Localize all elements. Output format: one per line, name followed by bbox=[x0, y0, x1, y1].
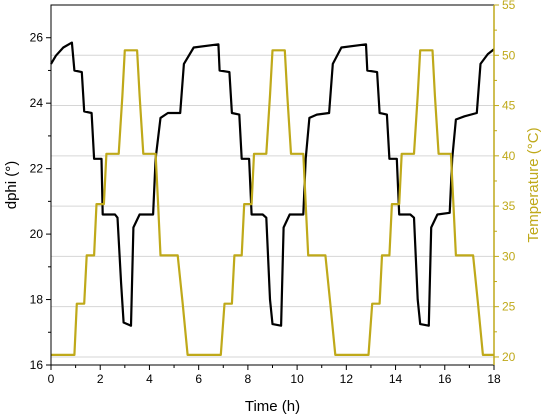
x-tick-label: 2 bbox=[97, 372, 104, 386]
right-y-tick-label: 35 bbox=[502, 199, 516, 213]
left-y-axis-label: dphi (°) bbox=[3, 161, 20, 210]
right-y-tick-label: 20 bbox=[502, 350, 516, 364]
x-axis-label: Time (h) bbox=[245, 398, 300, 415]
left-y-tick-label: 18 bbox=[30, 293, 44, 307]
series-layer bbox=[50, 41, 495, 356]
right-y-tick-label: 50 bbox=[502, 48, 516, 62]
x-tick-label: 16 bbox=[438, 372, 452, 386]
y-axis-left: 16 18 20 22 24 26 bbox=[30, 31, 51, 372]
dphi-series-line bbox=[50, 41, 495, 327]
x-tick-label: 12 bbox=[340, 372, 354, 386]
right-y-tick-label: 45 bbox=[502, 99, 516, 113]
left-y-tick-label: 26 bbox=[30, 31, 44, 45]
temperature-series-line bbox=[51, 49, 494, 356]
left-y-tick-label: 20 bbox=[30, 227, 44, 241]
x-axis: 0 2 4 6 8 10 12 14 16 18 bbox=[48, 365, 501, 386]
x-tick-label: 18 bbox=[487, 372, 501, 386]
y-axis-right: 20 25 30 35 40 45 50 55 bbox=[493, 0, 516, 365]
right-y-tick-label: 55 bbox=[502, 0, 516, 12]
left-y-tick-label: 24 bbox=[30, 96, 44, 110]
right-y-tick-label: 40 bbox=[502, 149, 516, 163]
x-tick-label: 10 bbox=[290, 372, 304, 386]
x-tick-label: 4 bbox=[146, 372, 153, 386]
x-tick-label: 6 bbox=[195, 372, 202, 386]
left-y-tick-label: 16 bbox=[30, 358, 44, 372]
right-y-tick-label: 30 bbox=[502, 249, 516, 263]
x-tick-label: 8 bbox=[245, 372, 252, 386]
x-tick-label: 14 bbox=[389, 372, 403, 386]
right-y-tick-label: 25 bbox=[502, 300, 516, 314]
grid-lines bbox=[51, 54, 494, 358]
left-y-tick-label: 22 bbox=[30, 162, 44, 176]
x-tick-label: 0 bbox=[48, 372, 55, 386]
right-y-axis-label: Temperature (°C) bbox=[525, 127, 542, 242]
